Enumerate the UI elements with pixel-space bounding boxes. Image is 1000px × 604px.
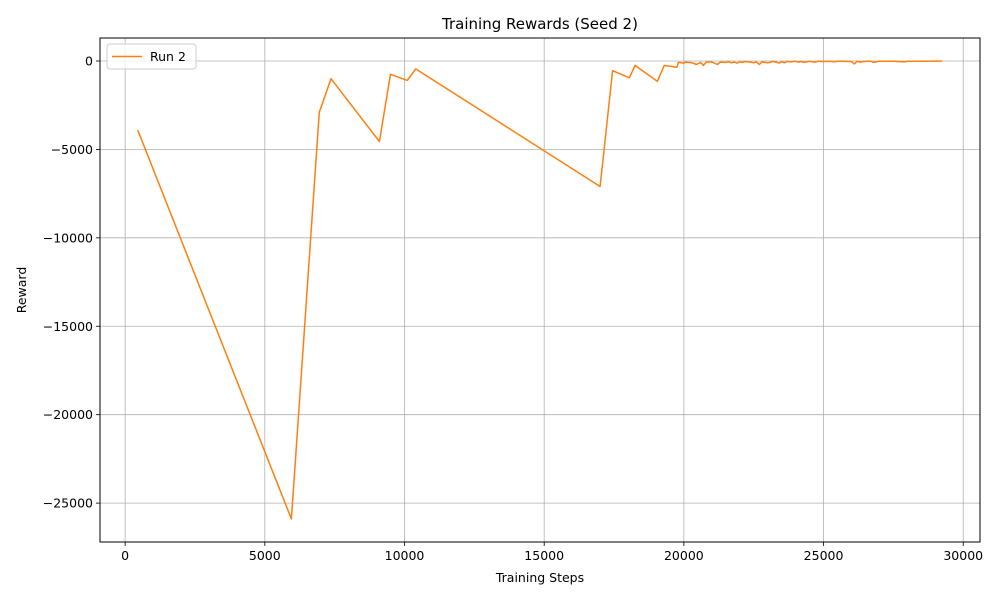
series-line-run-2 xyxy=(137,60,943,520)
legend-label-run-2: Run 2 xyxy=(150,49,186,64)
x-tick-label: 15000 xyxy=(524,548,564,563)
x-tick-label: 10000 xyxy=(385,548,425,563)
x-tick-label: 30000 xyxy=(943,548,983,563)
legend-box xyxy=(106,43,197,70)
x-tick-label: 20000 xyxy=(664,548,704,563)
x-tick-label: 25000 xyxy=(804,548,844,563)
grid xyxy=(100,38,980,542)
axis-ticks: 0 5000 10000 15000 20000 25000 30000 0 −5000 −100… xyxy=(43,53,983,563)
y-tick-label: 0 xyxy=(85,53,93,68)
y-tick-label: −15000 xyxy=(43,319,93,334)
series-lines xyxy=(137,60,943,520)
y-tick-label: −5000 xyxy=(51,142,93,157)
x-tick-label: 0 xyxy=(121,548,129,563)
plot-frame xyxy=(99,37,981,543)
y-tick-label: −25000 xyxy=(43,496,93,511)
y-axis-label: Reward xyxy=(14,267,29,314)
x-axis-label: Training Steps xyxy=(495,570,584,585)
x-tick-label: 5000 xyxy=(249,548,281,563)
y-tick-label: −10000 xyxy=(43,230,93,245)
legend: Run 2 xyxy=(106,43,197,70)
y-tick-label: −20000 xyxy=(43,407,93,422)
chart-title: Training Rewards (Seed 2) xyxy=(441,15,638,33)
